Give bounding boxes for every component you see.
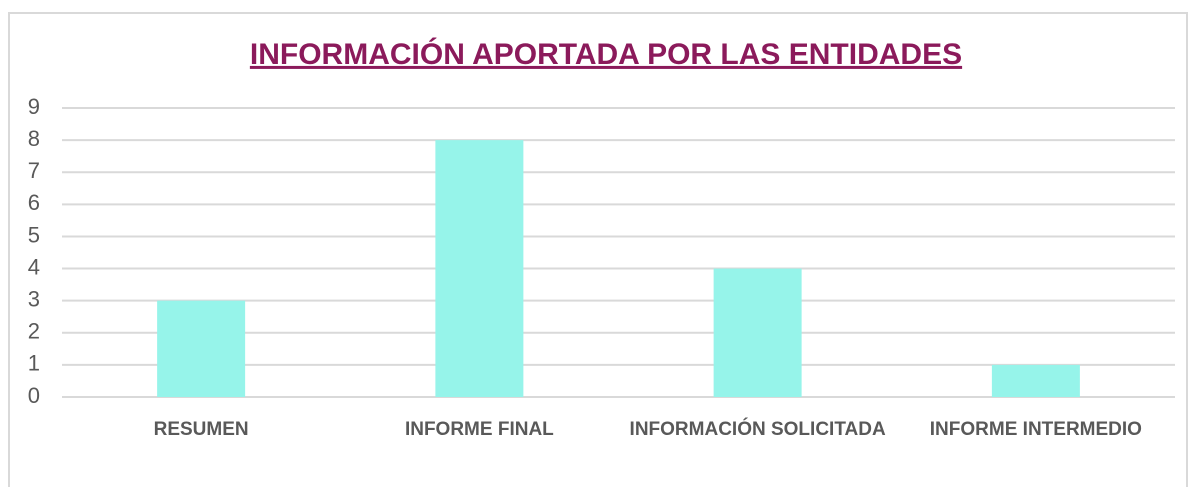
bar — [157, 300, 246, 397]
x-tick-label: RESUMEN — [153, 419, 249, 440]
y-tick-label: 4 — [28, 254, 40, 279]
y-tick-label: 8 — [28, 126, 40, 151]
y-tick-label: 1 — [28, 351, 40, 376]
bar — [713, 268, 802, 397]
y-tick-label: 2 — [28, 319, 40, 344]
bar — [991, 364, 1080, 397]
x-tick-label: INFORME FINAL — [404, 419, 554, 440]
y-tick-label: 7 — [28, 158, 40, 183]
y-tick-label: 5 — [28, 222, 40, 247]
bar — [435, 140, 524, 397]
chart-frame — [8, 12, 1188, 487]
y-tick-label: 6 — [28, 190, 40, 215]
x-tick-label: INFORME INTERMEDIO — [929, 419, 1142, 440]
y-tick-label: 3 — [28, 286, 40, 311]
y-tick-label: 0 — [28, 383, 40, 408]
chart-title: INFORMACIÓN APORTADA POR LAS ENTIDADES — [250, 37, 962, 71]
y-tick-label: 9 — [28, 94, 40, 119]
x-tick-label: INFORMACIÓN SOLICITADA — [629, 419, 886, 440]
